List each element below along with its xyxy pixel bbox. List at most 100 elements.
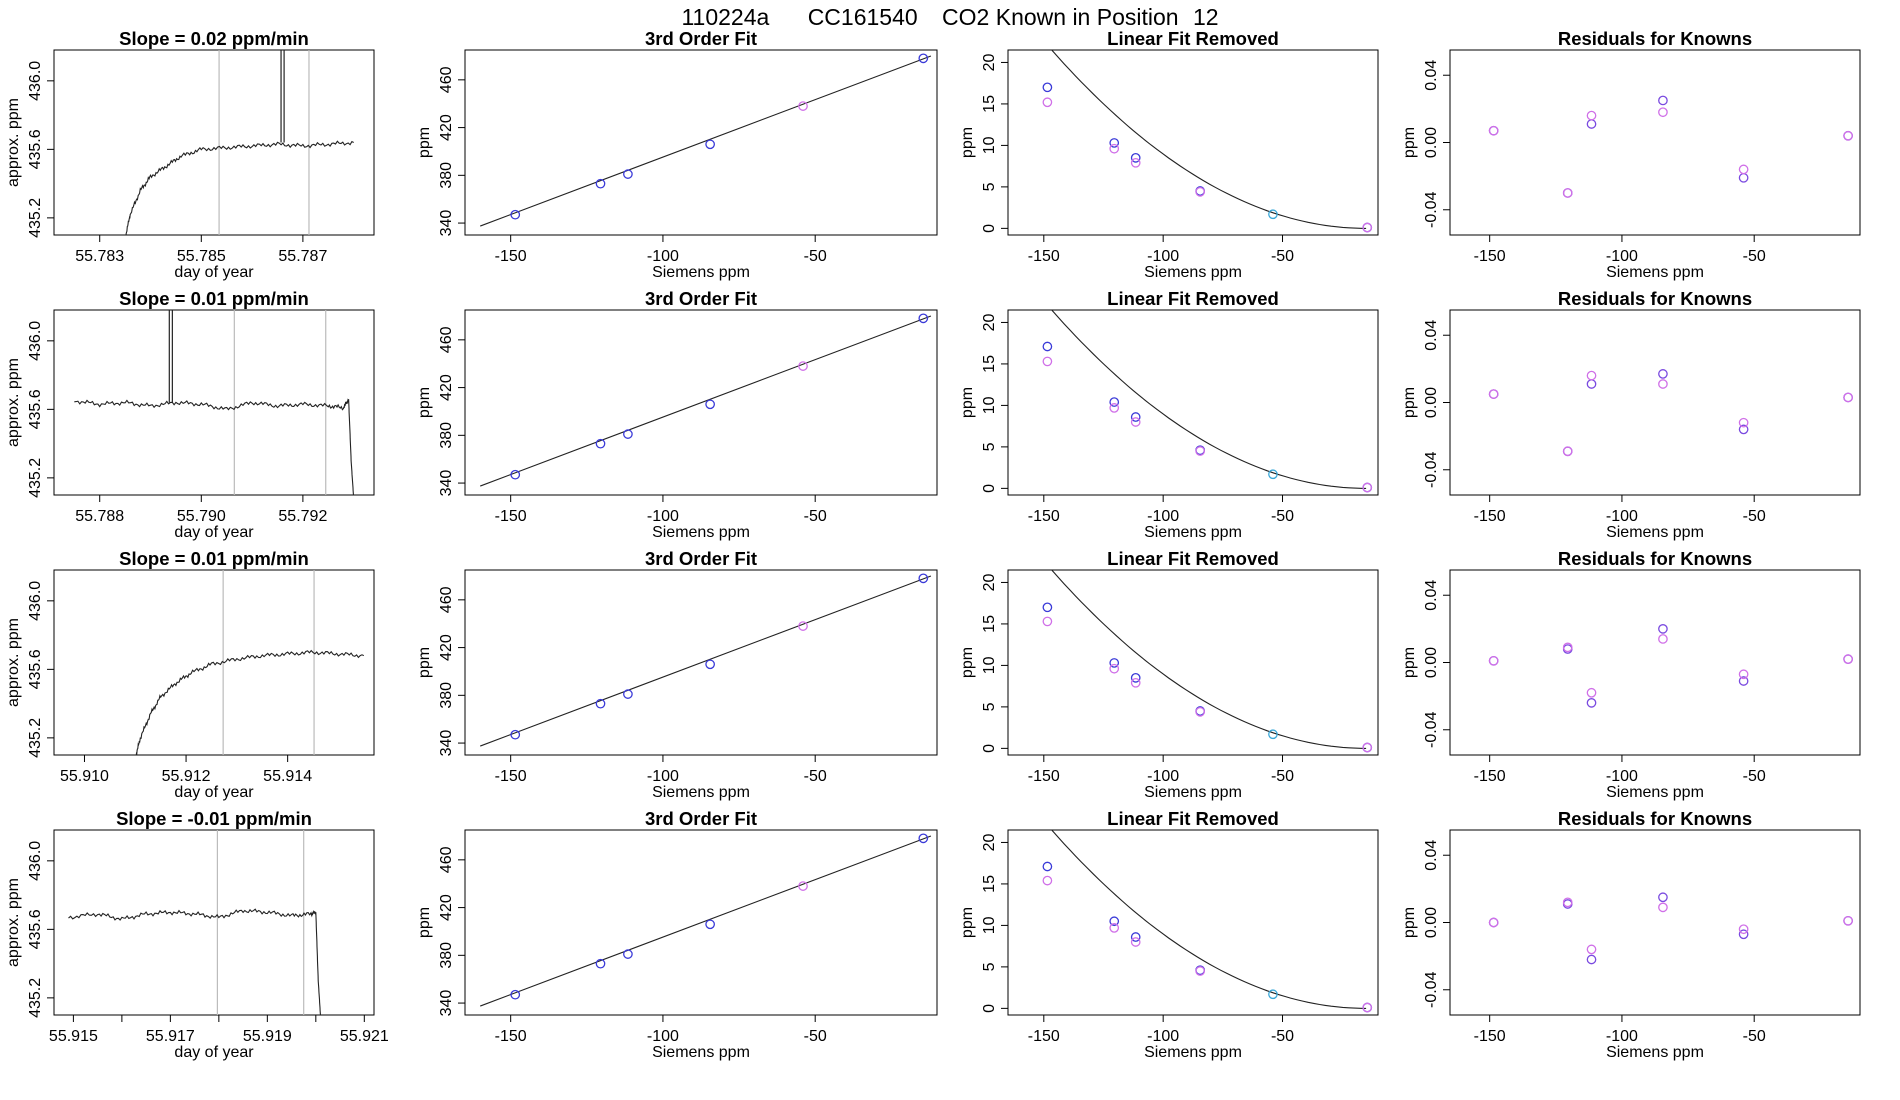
series-trace — [135, 649, 365, 755]
y-axis-label: ppm — [1401, 907, 1418, 938]
panel-title: Residuals for Knowns — [1558, 288, 1752, 309]
x-tick-label: -100 — [1606, 248, 1638, 265]
panel-r3-c0: Slope = -0.01 ppm/min 55.915 55.917 55.919 5… — [5, 808, 389, 1061]
y-tick-label: 436.0 — [27, 841, 44, 881]
y-tick-label: 0.00 — [1423, 647, 1440, 678]
y-tick-label: 5 — [981, 442, 998, 451]
data-point-purple — [1586, 954, 1597, 965]
data-point-magenta — [1658, 634, 1668, 644]
data-point-magenta — [1843, 392, 1853, 403]
data-point-magenta — [1658, 902, 1668, 913]
panel-r3-c1: 3rd Order Fit -150 -100 -50 340 380 420 460 Siem… — [416, 808, 938, 1061]
x-axis-label: Siemens ppm — [1144, 1044, 1242, 1061]
data-point-purple — [1738, 676, 1749, 686]
fit-curve — [1051, 570, 1367, 749]
plot-frame — [1449, 49, 1861, 236]
data-point-magenta — [1488, 917, 1499, 928]
data-point-magenta — [1109, 663, 1120, 674]
data-point-magenta — [1130, 417, 1141, 427]
plot-frame — [53, 569, 375, 756]
data-point-blue — [595, 958, 606, 969]
panel-r2-c3: Residuals for Knowns -150 -100 -50 -0.04 0.00… — [1401, 548, 1861, 801]
y-tick-label: 0 — [981, 224, 998, 233]
x-tick-label: -150 — [1474, 248, 1506, 265]
x-tick-label: 55.788 — [75, 508, 124, 525]
panel-r0-c0: Slope = 0.02 ppm/min 55.783 55.785 55.787 43… — [5, 28, 375, 281]
series-trace — [68, 908, 321, 1015]
y-tick-label: 0.00 — [1423, 907, 1440, 938]
data-point-magenta — [1042, 875, 1053, 886]
data-point-purple — [1738, 172, 1749, 183]
y-tick-label: 15 — [981, 355, 998, 373]
data-point-magenta — [1843, 130, 1853, 141]
plot-frame — [464, 49, 938, 236]
data-point-purple — [1738, 929, 1749, 940]
data-point-magenta — [1843, 654, 1853, 664]
y-axis-label: ppm — [959, 907, 976, 938]
data-point-purple — [1586, 698, 1597, 708]
data-point-blue — [1042, 82, 1053, 93]
x-tick-label: -150 — [495, 768, 527, 785]
data-point-blue — [918, 53, 929, 64]
y-tick-label: 0.04 — [1423, 60, 1440, 91]
x-tick-label: 55.919 — [243, 1028, 292, 1045]
data-point-blue — [705, 919, 715, 930]
panel-title: Slope = 0.02 ppm/min — [119, 28, 309, 49]
fit-curve — [1051, 310, 1367, 489]
plot-frame — [1007, 49, 1379, 236]
x-axis-label: day of year — [174, 784, 254, 801]
x-tick-label: -150 — [1474, 508, 1506, 525]
y-tick-label: 10 — [981, 656, 998, 674]
y-tick-label: 460 — [438, 326, 455, 353]
y-tick-label: 5 — [981, 962, 998, 971]
data-point-magenta — [1738, 417, 1749, 428]
y-tick-label: 435.6 — [27, 129, 44, 169]
x-tick-label: -100 — [1147, 1028, 1179, 1045]
data-point-purple — [1586, 119, 1597, 129]
y-tick-label: 380 — [438, 942, 455, 969]
panel-title: Linear Fit Removed — [1107, 808, 1279, 829]
plot-frame — [1449, 829, 1861, 1016]
y-axis-label: approx. ppm — [5, 358, 22, 447]
data-point-magenta — [1362, 742, 1373, 753]
y-axis-label: ppm — [1401, 127, 1418, 158]
x-tick-label: -100 — [1606, 768, 1638, 785]
data-point-blue — [1130, 672, 1141, 683]
plot-area — [1488, 369, 1853, 457]
plot-frame — [1007, 829, 1379, 1016]
data-point-blue — [510, 729, 521, 740]
x-tick-label: 55.921 — [340, 1028, 389, 1045]
y-tick-label: 10 — [981, 396, 998, 414]
data-point-magenta — [798, 101, 808, 111]
data-point-blue — [510, 469, 521, 480]
data-point-blue — [595, 438, 606, 449]
data-point-blue — [1130, 412, 1141, 422]
y-tick-label: 15 — [981, 875, 998, 893]
x-tick-label: -50 — [1271, 1028, 1294, 1045]
data-point-blue — [1042, 341, 1053, 352]
panel-r3-c3: Residuals for Knowns -150 -100 -50 -0.04 0.00… — [1401, 808, 1861, 1061]
figure-title: 110224a CC161540 CO2 Known in Position 1… — [681, 4, 1218, 30]
x-tick-label: -50 — [804, 1028, 827, 1045]
data-point-blue — [510, 209, 521, 220]
plot-frame — [464, 829, 938, 1016]
x-tick-label: 55.792 — [278, 508, 327, 525]
x-tick-label: -150 — [1474, 768, 1506, 785]
data-point-magenta — [1586, 687, 1597, 698]
data-point-magenta — [1362, 222, 1373, 233]
y-axis-label: approx. ppm — [5, 98, 22, 187]
data-point-magenta — [1195, 446, 1206, 456]
data-point-magenta — [1586, 370, 1597, 381]
x-axis-label: Siemens ppm — [652, 1044, 750, 1061]
y-tick-label: 0.04 — [1423, 320, 1440, 351]
x-tick-label: -100 — [1606, 1028, 1638, 1045]
y-tick-label: -0.04 — [1423, 191, 1440, 228]
plot-area — [480, 573, 932, 747]
data-point-magenta — [1488, 655, 1499, 666]
y-tick-label: 20 — [981, 573, 998, 591]
plot-frame — [1007, 569, 1379, 756]
plot-area — [135, 570, 365, 755]
series-trace — [125, 140, 354, 235]
y-tick-label: 435.2 — [27, 978, 44, 1018]
x-axis-label: Siemens ppm — [652, 784, 750, 801]
